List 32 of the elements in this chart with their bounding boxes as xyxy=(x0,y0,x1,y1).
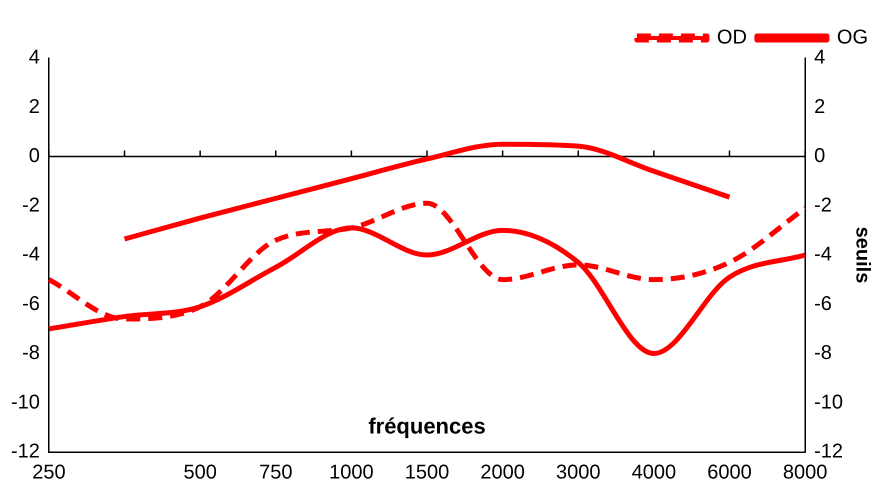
x-tick-label: 2000 xyxy=(480,462,525,484)
y-tick-label: -4 xyxy=(22,244,40,266)
y-tick-label: -2 xyxy=(22,194,40,216)
y-tick-label: 2 xyxy=(28,96,40,118)
y-tick-label: -12 xyxy=(11,440,40,463)
x-tick-label: 6000 xyxy=(707,462,752,484)
y2-tick-label: -4 xyxy=(814,244,832,266)
y2-tick-label: 4 xyxy=(814,46,826,69)
y2-tick-label: 0 xyxy=(814,145,826,168)
y2-tick-label: -8 xyxy=(814,342,832,364)
y-tick-label: 0 xyxy=(28,145,40,168)
y-tick-label: -10 xyxy=(11,391,40,414)
x-tick-label: 3000 xyxy=(556,462,600,484)
x-tick-label: 8000 xyxy=(782,462,828,484)
y-tick-label: -8 xyxy=(22,342,40,364)
x-tick-label: 250 xyxy=(32,462,66,484)
y2-tick-label: -2 xyxy=(814,194,832,216)
x-tick-label: 1000 xyxy=(329,462,374,484)
y2-axis-title: seuils xyxy=(851,226,874,284)
y2-tick-label: 2 xyxy=(814,96,826,118)
legend-label: OG xyxy=(836,26,868,49)
x-tick-label: 750 xyxy=(259,462,292,484)
legend-label: OD xyxy=(716,26,747,49)
x-tick-label: 500 xyxy=(183,462,217,484)
y2-tick-label: -6 xyxy=(814,292,832,315)
y2-tick-label: -10 xyxy=(814,391,843,414)
x-tick-label: 1500 xyxy=(404,462,450,484)
y2-tick-label: -12 xyxy=(814,440,843,463)
x-tick-label: 4000 xyxy=(632,462,676,484)
x-axis-title: fréquences xyxy=(368,413,486,438)
y-tick-label: 4 xyxy=(28,46,40,69)
y-tick-label: -6 xyxy=(22,292,40,315)
